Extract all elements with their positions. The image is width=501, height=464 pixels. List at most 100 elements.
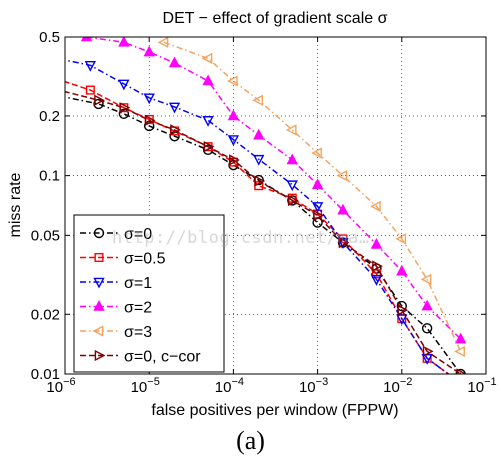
data-point-marker bbox=[336, 169, 348, 182]
data-point-marker bbox=[372, 260, 383, 272]
data-point-marker bbox=[286, 153, 298, 165]
x-tick-label: 10−5 bbox=[131, 376, 160, 396]
data-point-marker bbox=[42, 89, 51, 98]
data-point-marker bbox=[455, 368, 466, 374]
data-point-marker bbox=[454, 345, 465, 358]
data-point-marker bbox=[370, 200, 381, 213]
y-tick-label: 0.1 bbox=[39, 168, 60, 185]
series-line bbox=[65, 90, 462, 374]
data-point-marker bbox=[118, 108, 130, 120]
data-point-marker bbox=[202, 74, 214, 86]
data-point-marker bbox=[119, 102, 131, 114]
data-point-marker bbox=[144, 114, 156, 127]
data-point-marker bbox=[395, 233, 407, 245]
data-point-marker bbox=[254, 175, 266, 187]
x-tick-label: 10−4 bbox=[215, 376, 244, 396]
data-point-marker bbox=[143, 120, 155, 132]
series-4 bbox=[157, 37, 465, 358]
y-tick-label: 0.5 bbox=[39, 29, 60, 46]
data-point-marker bbox=[143, 93, 155, 105]
data-point-marker bbox=[118, 37, 130, 47]
data-point-marker bbox=[203, 140, 215, 153]
data-point-marker bbox=[396, 264, 408, 276]
x-tick-label: 10−1 bbox=[467, 376, 496, 396]
data-point-marker bbox=[93, 98, 104, 110]
data-point-marker bbox=[42, 72, 50, 80]
data-point-marker bbox=[421, 323, 433, 334]
data-point-marker bbox=[287, 194, 299, 207]
data-point-marker bbox=[286, 180, 298, 192]
legend-entry: σ=2 bbox=[124, 300, 152, 317]
chart-title: DET − effect of gradient scale σ bbox=[163, 10, 388, 27]
legend-entry: σ=0.5 bbox=[124, 251, 166, 268]
data-point-marker bbox=[42, 53, 51, 62]
x-axis-label: false positives per window (FPPW) bbox=[151, 402, 398, 419]
data-point-marker bbox=[337, 203, 349, 215]
y-tick-label: 0.01 bbox=[31, 366, 60, 383]
data-point-marker bbox=[370, 275, 383, 286]
data-point-marker bbox=[85, 85, 95, 95]
data-point-marker bbox=[421, 299, 433, 311]
data-point-marker bbox=[93, 300, 105, 311]
data-point-marker bbox=[84, 60, 97, 72]
legend-entry: σ=1 bbox=[124, 275, 152, 292]
legend: σ=0 σ=0.5 σ=1 σ=2 σ=3 σ=0, c−cor bbox=[73, 214, 225, 373]
y-tick-label: 0.2 bbox=[39, 108, 60, 125]
legend-entry: σ=3 bbox=[124, 324, 152, 341]
data-point-marker bbox=[201, 52, 213, 65]
x-tick-label: 10−2 bbox=[383, 376, 412, 396]
data-point-marker bbox=[396, 314, 408, 326]
x-tick-label: 10−3 bbox=[299, 376, 328, 396]
data-point-marker bbox=[226, 75, 238, 87]
data-point-marker bbox=[311, 202, 324, 213]
data-point-marker bbox=[94, 94, 105, 106]
data-point-marker bbox=[456, 379, 465, 388]
data-point-marker bbox=[422, 345, 434, 358]
data-point-marker bbox=[227, 109, 240, 121]
figure-caption: (a) bbox=[236, 426, 265, 455]
legend-entry: σ=0 bbox=[124, 226, 152, 243]
data-point-marker bbox=[457, 379, 465, 387]
data-point-marker bbox=[80, 37, 93, 42]
data-point-marker bbox=[94, 349, 106, 362]
data-point-marker bbox=[157, 37, 169, 48]
series-line bbox=[163, 41, 462, 352]
data-point-marker bbox=[397, 304, 409, 316]
data-point-marker bbox=[93, 277, 105, 289]
data-point-marker bbox=[227, 135, 240, 147]
data-point-marker bbox=[43, 82, 52, 91]
plot-frame bbox=[64, 36, 487, 375]
data-point-marker bbox=[454, 332, 467, 344]
series-5 bbox=[43, 82, 468, 374]
data-point-marker bbox=[420, 273, 432, 286]
data-point-marker bbox=[92, 325, 104, 337]
data-point-marker bbox=[202, 116, 214, 127]
data-point-marker bbox=[253, 128, 265, 140]
data-point-marker bbox=[311, 178, 324, 190]
data-point-marker bbox=[253, 154, 265, 166]
data-point-marker bbox=[118, 79, 130, 91]
data-point-marker bbox=[338, 236, 350, 249]
y-tick-label: 0.02 bbox=[31, 306, 60, 323]
data-point-marker bbox=[313, 209, 325, 222]
series-line bbox=[65, 59, 450, 374]
data-point-marker bbox=[456, 368, 468, 374]
data-point-marker bbox=[252, 94, 264, 106]
y-tick-label: 0.05 bbox=[31, 227, 60, 244]
series-3 bbox=[80, 37, 467, 344]
data-point-marker bbox=[311, 147, 322, 159]
legend-entry: σ=0, c−cor bbox=[124, 349, 201, 366]
series-2 bbox=[42, 53, 465, 388]
data-point-marker bbox=[93, 227, 105, 239]
series-line bbox=[65, 80, 450, 374]
data-point-marker bbox=[229, 154, 240, 166]
data-point-marker bbox=[143, 45, 155, 57]
data-point-marker bbox=[168, 56, 181, 68]
series-layer bbox=[42, 37, 468, 388]
data-point-marker bbox=[94, 252, 104, 263]
data-point-marker bbox=[285, 124, 297, 136]
data-point-marker bbox=[168, 102, 181, 114]
y-axis-label: miss rate bbox=[7, 172, 24, 237]
data-point-marker bbox=[370, 237, 383, 249]
